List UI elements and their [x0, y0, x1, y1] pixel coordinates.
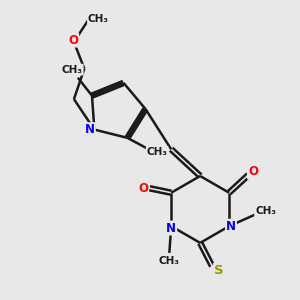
Text: N: N — [85, 123, 95, 136]
Text: N: N — [166, 221, 176, 235]
Text: CH₃: CH₃ — [62, 64, 83, 75]
Text: CH₃: CH₃ — [159, 256, 180, 266]
Text: O: O — [68, 34, 78, 46]
Text: N: N — [226, 220, 236, 233]
Text: CH₃: CH₃ — [147, 147, 168, 157]
Text: CH₃: CH₃ — [88, 14, 109, 23]
Text: CH₃: CH₃ — [255, 206, 276, 216]
Text: O: O — [248, 165, 258, 178]
Text: O: O — [138, 182, 148, 195]
Text: S: S — [214, 264, 224, 277]
